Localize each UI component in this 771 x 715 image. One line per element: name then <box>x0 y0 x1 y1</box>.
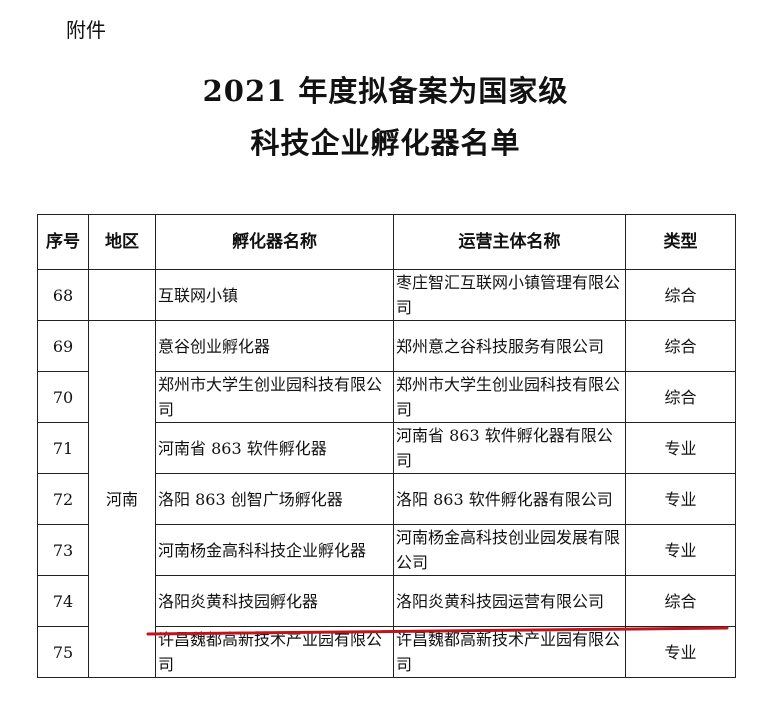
cell-name: 洛阳 863 创智广场孵化器 <box>155 473 394 525</box>
cell-no: 69 <box>37 320 89 372</box>
cell-no: 72 <box>37 473 89 525</box>
cell-operator: 河南杨金高科技创业园发展有限公司 <box>393 524 626 576</box>
cell-region-merged: 河南 <box>88 320 156 678</box>
cell-operator: 河南省 863 软件孵化器有限公司 <box>393 422 626 474</box>
cell-type: 专业 <box>625 626 736 678</box>
cell-type: 专业 <box>625 473 736 525</box>
table-header-row: 序号 地区 孵化器名称 运营主体名称 类型 <box>37 214 736 270</box>
cell-name: 河南杨金高科科技企业孵化器 <box>155 524 394 576</box>
cell-type: 专业 <box>625 524 736 576</box>
cell-operator: 枣庄智汇互联网小镇管理有限公司 <box>393 269 626 321</box>
header-incubator-name: 孵化器名称 <box>155 214 394 270</box>
cell-operator: 许昌魏都高新技术产业园有限公司 <box>393 626 626 678</box>
attachment-label: 附件 <box>66 18 106 42</box>
cell-operator: 郑州意之谷科技服务有限公司 <box>393 320 626 372</box>
cell-type: 综合 <box>625 575 736 627</box>
cell-type: 专业 <box>625 422 736 474</box>
header-operator-name: 运营主体名称 <box>393 214 626 270</box>
title-line-2: 科技企业孵化器名单 <box>250 126 521 160</box>
header-no: 序号 <box>37 214 89 270</box>
cell-region <box>88 269 156 321</box>
header-type: 类型 <box>625 214 736 270</box>
cell-no: 70 <box>37 371 89 423</box>
cell-name: 郑州市大学生创业园科技有限公司 <box>155 371 394 423</box>
cell-type: 综合 <box>625 371 736 423</box>
cell-name: 互联网小镇 <box>155 269 394 321</box>
table-row-highlighted: 74 洛阳炎黄科技园孵化器 洛阳炎黄科技园运营有限公司 综合 <box>37 575 736 627</box>
cell-operator: 洛阳炎黄科技园运营有限公司 <box>393 575 626 627</box>
cell-no: 73 <box>37 524 89 576</box>
table-row: 70 郑州市大学生创业园科技有限公司 郑州市大学生创业园科技有限公司 综合 <box>37 371 736 423</box>
cell-name: 洛阳炎黄科技园孵化器 <box>155 575 394 627</box>
table-row: 73 河南杨金高科科技企业孵化器 河南杨金高科技创业园发展有限公司 专业 <box>37 524 736 576</box>
table-row: 71 河南省 863 软件孵化器 河南省 863 软件孵化器有限公司 专业 <box>37 422 736 474</box>
cell-name: 河南省 863 软件孵化器 <box>155 422 394 474</box>
cell-no: 74 <box>37 575 89 627</box>
cell-no: 68 <box>37 269 89 321</box>
title-line-1: 2021 年度拟备案为国家级 <box>202 74 569 108</box>
header-region: 地区 <box>88 214 156 270</box>
cell-name: 许昌魏都高新技术产业园有限公司 <box>155 626 394 678</box>
cell-no: 71 <box>37 422 89 474</box>
cell-operator: 洛阳 863 软件孵化器有限公司 <box>393 473 626 525</box>
cell-no: 75 <box>37 626 89 678</box>
cell-operator: 郑州市大学生创业园科技有限公司 <box>393 371 626 423</box>
cell-type: 综合 <box>625 320 736 372</box>
cell-name: 意谷创业孵化器 <box>155 320 394 372</box>
table-row: 72 洛阳 863 创智广场孵化器 洛阳 863 软件孵化器有限公司 专业 <box>37 473 736 525</box>
table-row: 68 互联网小镇 枣庄智汇互联网小镇管理有限公司 综合 <box>37 269 736 321</box>
table-row: 69 河南 意谷创业孵化器 郑州意之谷科技服务有限公司 综合 <box>37 320 736 678</box>
incubator-table: 序号 地区 孵化器名称 运营主体名称 类型 68 互联网小镇 枣庄智汇互联网小镇… <box>37 214 736 678</box>
cell-type: 综合 <box>625 269 736 321</box>
